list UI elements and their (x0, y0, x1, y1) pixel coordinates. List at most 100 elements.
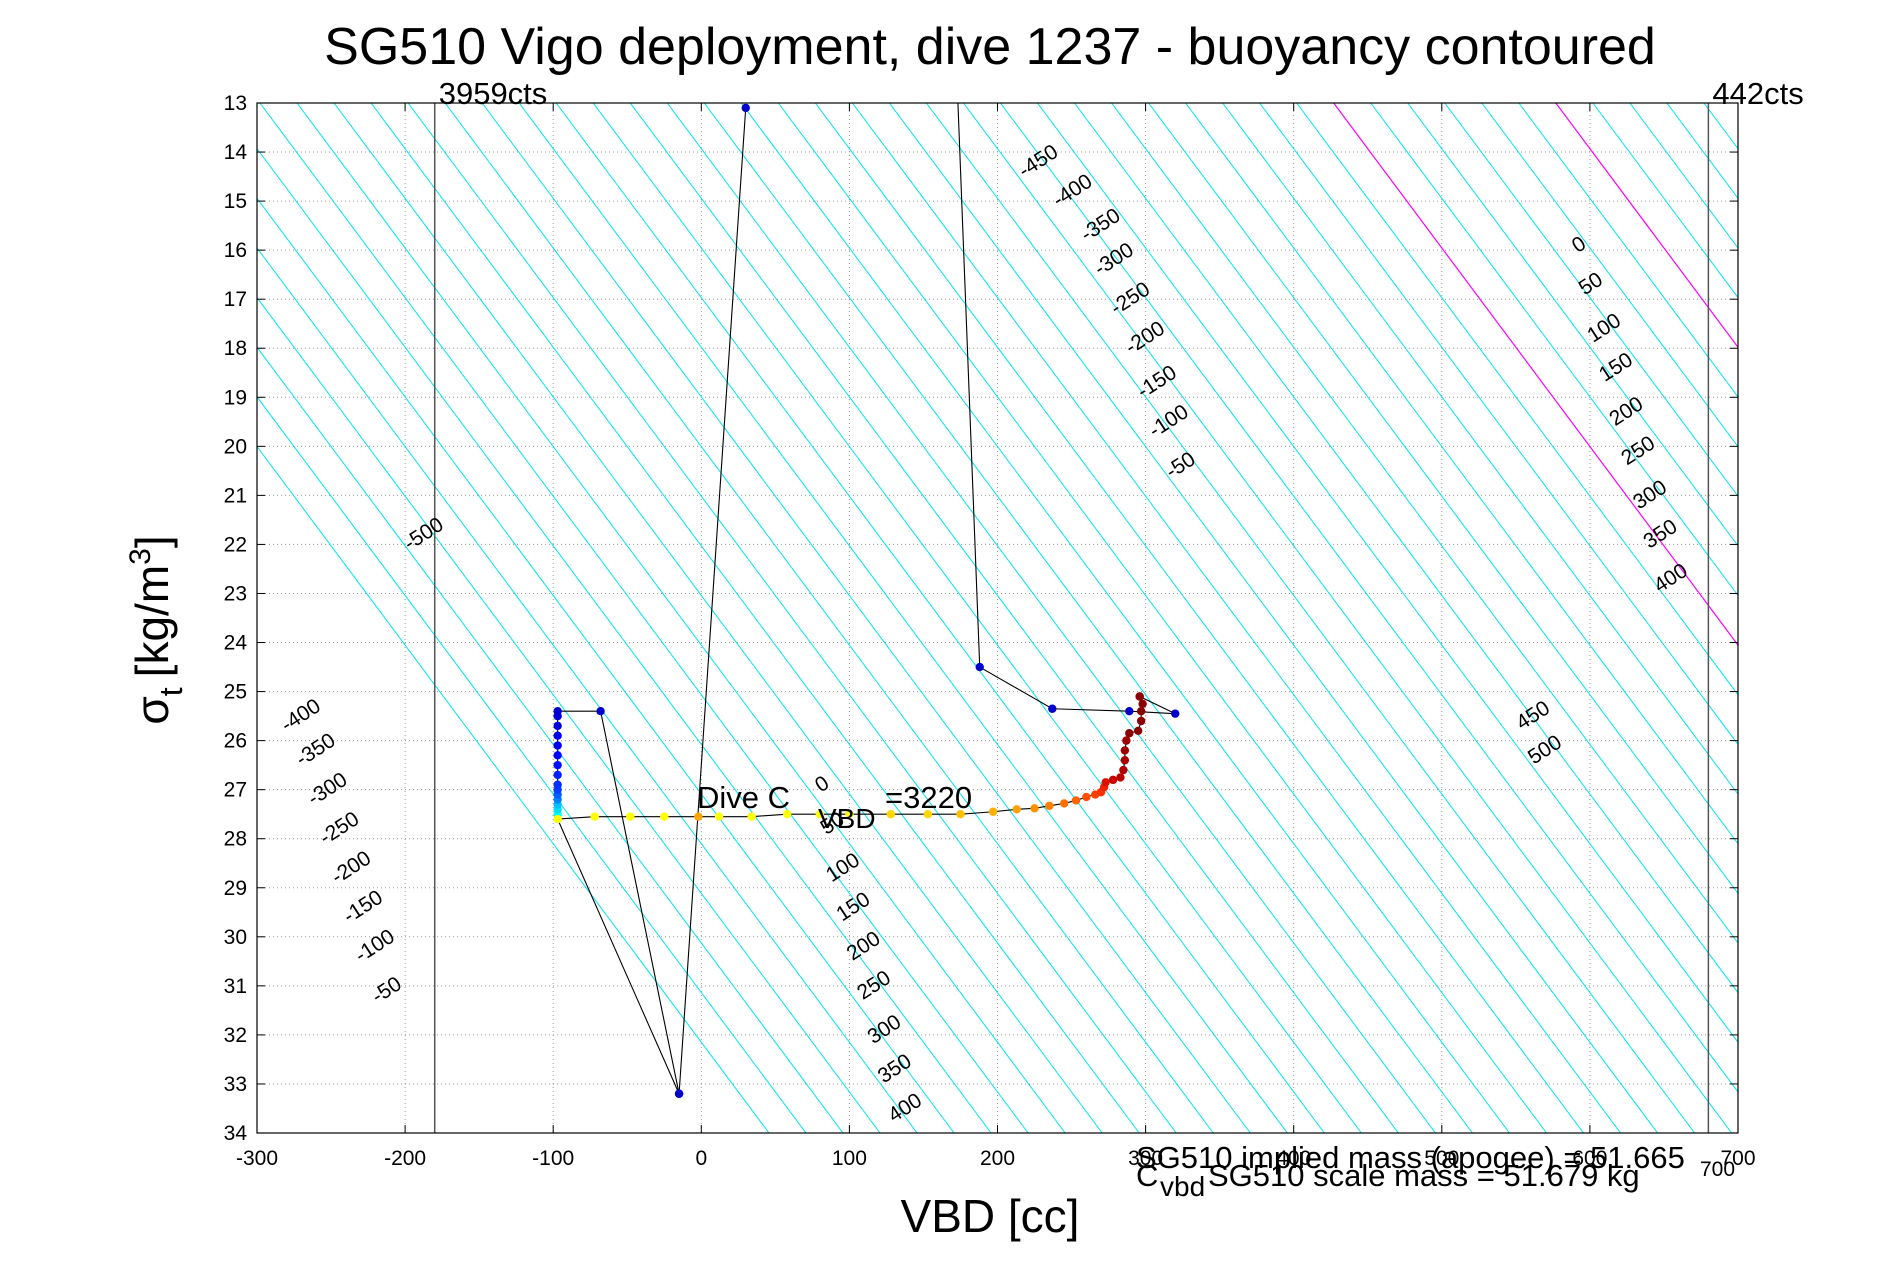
buoyancy-contour-line (888, 103, 1658, 1133)
x-tick-label: 0 (695, 1147, 707, 1170)
y-label-unit: [kg/m (126, 565, 178, 677)
y-tick-label: 16 (224, 239, 247, 262)
dive-point (660, 812, 669, 821)
dive-point (674, 1089, 684, 1098)
x-tick-label: 500 (1424, 1147, 1459, 1170)
dive-point (1122, 736, 1131, 745)
buoyancy-contour-line (1444, 103, 1738, 498)
buoyancy-contour-line (963, 103, 1733, 1133)
y-tick-label: 30 (224, 926, 247, 949)
dive-point (815, 809, 824, 819)
buoyancy-contour-line (1074, 103, 1738, 994)
buoyancy-contour-line (1555, 103, 1738, 349)
buoyancy-contour-line (851, 103, 1621, 1133)
vbd-limit-lines: 3959cts 442cts (433, 76, 1804, 1133)
dive-point (553, 780, 562, 789)
buoyancy-contour-line (814, 103, 1584, 1133)
buoyancy-contour-line (1481, 103, 1738, 448)
buoyancy-contour-line (1333, 103, 1738, 647)
x-tick-label: 600 (1572, 1147, 1607, 1170)
y-tick-label: 20 (224, 435, 247, 458)
scale-mass-sub: vbd (1160, 1171, 1205, 1202)
buoyancy-contours (257, 103, 1738, 1133)
buoyancy-contour-line (703, 103, 1473, 1133)
buoyancy-contour-line (257, 346, 844, 1133)
dive-point (1082, 792, 1091, 802)
y-tick-label: 17 (224, 288, 247, 311)
dive-point (694, 812, 703, 821)
dive-point (1030, 804, 1039, 813)
buoyancy-contour-line (257, 197, 955, 1133)
buoyancy-contour-line (1111, 103, 1738, 944)
dive-c-prefix: Dive C (697, 780, 790, 815)
buoyancy-contour-line (518, 103, 1288, 1133)
dive-c-value: =3220 (885, 780, 972, 815)
y-tick-label: 22 (224, 533, 247, 556)
chart-title: SG510 Vigo deployment, dive 1237 - buoya… (324, 18, 1656, 76)
x-tick-label: 200 (980, 1147, 1015, 1170)
y-label-close: ] (126, 535, 178, 548)
buoyancy-contour-line (257, 445, 770, 1133)
x-tick-label: -200 (384, 1147, 426, 1170)
implied-mass-text: SG510 implied mass (apogee) = 51.665 (1136, 1140, 1685, 1175)
y-tick-label: 29 (224, 877, 247, 900)
buoyancy-contour-line (1296, 103, 1738, 696)
y-tick-label: 26 (224, 730, 247, 753)
dive-point (553, 814, 562, 824)
scale-mass-text: SG510 scale mass = 51.679 kg (1208, 1158, 1640, 1193)
scale-mass-tail: 700 (1700, 1158, 1735, 1181)
dive-point (1171, 709, 1180, 718)
buoyancy-contour-line (666, 103, 1436, 1133)
buoyancy-contour-line (333, 103, 1103, 1133)
buoyancy-contour-line (296, 103, 1066, 1133)
y-tick-label: 21 (224, 484, 247, 507)
buoyancy-contour-line (1592, 103, 1738, 299)
y-tick-label: 14 (224, 141, 248, 164)
buoyancy-contour-line (257, 396, 807, 1133)
dive-point (1059, 799, 1069, 808)
dive-point (714, 812, 724, 821)
dive-point (553, 706, 562, 716)
dive-point (1108, 775, 1118, 785)
y-tick-label: 28 (224, 828, 247, 851)
buoyancy-contour-line (259, 103, 1029, 1133)
dive-point (553, 731, 562, 740)
vbd-limit-label: 3959cts (439, 76, 548, 111)
buoyancy-contour-line (257, 296, 881, 1133)
y-tick-label: 27 (224, 779, 247, 802)
y-tick-label: 24 (224, 632, 248, 655)
y-tick-label: 23 (224, 582, 247, 605)
dive-point (747, 812, 756, 821)
dive-point (1048, 704, 1057, 713)
y-axis-label: σt [kg/m3] (124, 535, 189, 724)
dive-point (975, 662, 984, 672)
dive-point (1136, 706, 1146, 716)
dive-point (596, 706, 605, 716)
buoyancy-contour-line (1259, 103, 1738, 746)
buoyancy-contour-line (926, 103, 1696, 1133)
vbd-limit-label: 442cts (1712, 76, 1803, 111)
dive-point (553, 741, 562, 750)
x-tick-label: 400 (1276, 1147, 1311, 1170)
y-label-sigma: σ (126, 696, 178, 724)
dive-point (1120, 756, 1130, 765)
x-axis-label: VBD [cc] (901, 1190, 1080, 1242)
y-label-sub: t (153, 687, 189, 696)
dive-track (553, 103, 1180, 1098)
dive-point (1045, 801, 1054, 811)
dive-point (1135, 692, 1144, 701)
dive-point (1125, 706, 1134, 716)
buoyancy-contour-line (1370, 103, 1738, 597)
x-tick-label: -300 (236, 1147, 278, 1170)
dive-point (1133, 726, 1143, 736)
dive-point (845, 809, 854, 819)
buoyancy-contour-line (370, 103, 1140, 1133)
x-tick-label: 300 (1128, 1147, 1163, 1170)
dive-point (1071, 796, 1081, 805)
dive-point (988, 807, 998, 816)
x-tick-label: 700 (1720, 1147, 1755, 1170)
buoyancy-contour-line (444, 103, 1214, 1133)
buoyancy-contour-line (1407, 103, 1738, 547)
